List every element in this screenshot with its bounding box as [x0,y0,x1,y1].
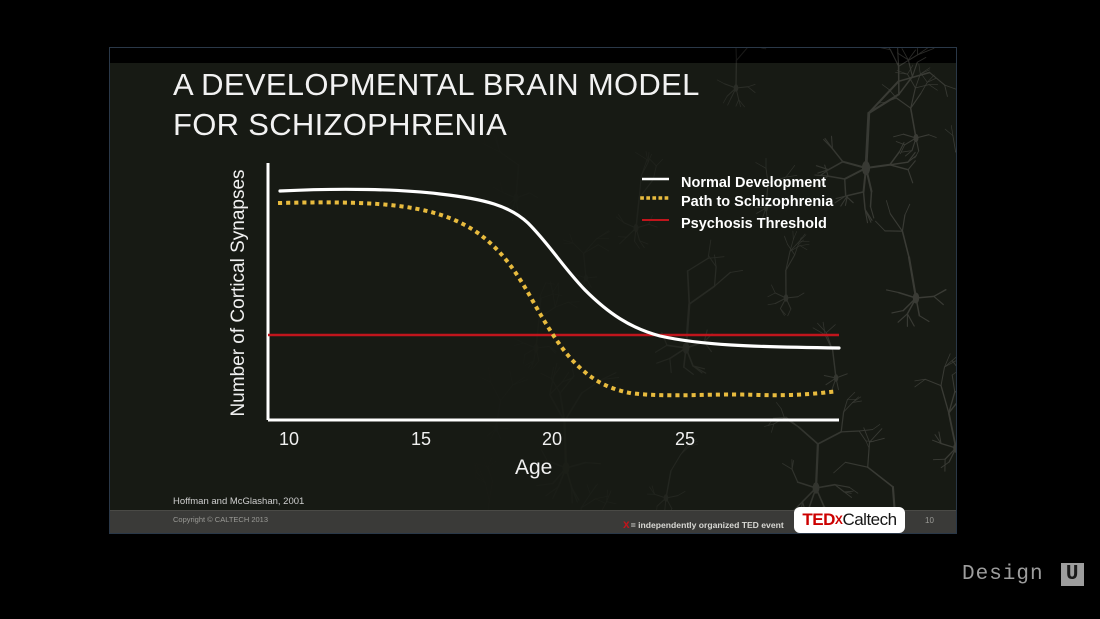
svg-text:Number of Cortical Synapses: Number of Cortical Synapses [228,169,249,416]
svg-text:Path to Schizophrenia: Path to Schizophrenia [681,194,834,210]
svg-text:Age: Age [515,456,552,479]
svg-text:10: 10 [279,429,299,449]
svg-text:20: 20 [542,429,562,449]
svg-text:15: 15 [411,429,431,449]
svg-text:25: 25 [675,429,695,449]
svg-text:Psychosis Threshold: Psychosis Threshold [681,216,827,232]
svg-text:Normal Development: Normal Development [681,175,826,191]
